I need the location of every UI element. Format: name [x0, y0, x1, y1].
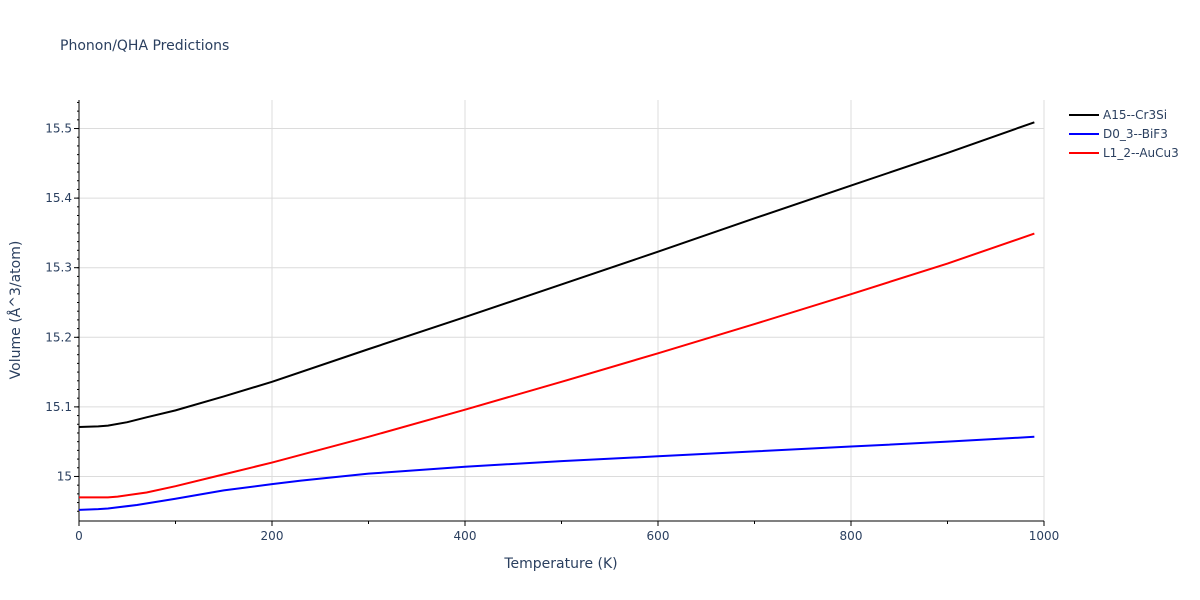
legend-label: D0_3--BiF3: [1103, 127, 1168, 141]
x-tick-label: 600: [647, 529, 670, 543]
x-axis-title: Temperature (K): [503, 556, 617, 572]
axes: [78, 100, 1044, 522]
x-tick-label: 0: [75, 529, 83, 543]
y-tick-label: 15.5: [45, 122, 72, 136]
series-layer: [78, 121, 1035, 511]
x-tick-label: 1000: [1029, 529, 1060, 543]
legend-label: L1_2--AuCu3: [1103, 146, 1179, 160]
series-line: [79, 232, 1035, 499]
y-tick-label: 15: [57, 469, 72, 483]
x-tick-label: 800: [840, 529, 863, 543]
legend-item[interactable]: L1_2--AuCu3: [1069, 146, 1179, 160]
y-tick-label: 15.2: [45, 330, 72, 344]
y-ticks: 15 15.1 15.2 15.3 15.4 15.5: [45, 101, 79, 512]
y-tick-label: 15.3: [45, 261, 72, 275]
x-tick-label: 400: [454, 529, 477, 543]
legend-item[interactable]: D0_3--BiF3: [1069, 127, 1168, 141]
series-line: [78, 435, 1035, 511]
y-axis-title: Volume (Å^3/atom): [7, 241, 24, 380]
legend-item[interactable]: A15--Cr3Si: [1069, 108, 1167, 122]
series-line: [78, 121, 1035, 429]
grid: [79, 100, 1045, 521]
chart-title: Phonon/QHA Predictions: [60, 38, 229, 54]
legend[interactable]: A15--Cr3Si D0_3--BiF3 L1_2--AuCu3: [1069, 108, 1179, 160]
x-ticks: 0 200 400 600 800 1000: [75, 521, 1059, 543]
y-tick-label: 15.1: [45, 400, 72, 414]
legend-label: A15--Cr3Si: [1103, 108, 1167, 122]
y-tick-label: 15.4: [45, 191, 72, 205]
x-tick-label: 200: [261, 529, 284, 543]
